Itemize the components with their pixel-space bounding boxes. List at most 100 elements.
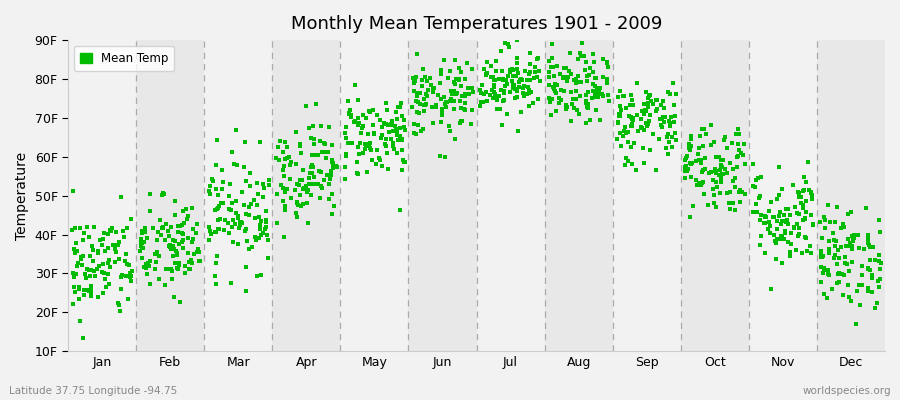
Point [487, 89, 501, 95]
Point [548, 88, 562, 94]
Point [413, 101, 428, 107]
Point [84, 283, 98, 289]
Point [395, 136, 410, 142]
Bar [544, 40, 613, 351]
Point [363, 140, 377, 146]
Point [304, 180, 319, 187]
Point [691, 145, 706, 151]
Point [814, 254, 829, 260]
Point [851, 232, 866, 239]
Point [698, 155, 713, 161]
Point [814, 248, 829, 254]
Point [140, 235, 154, 241]
Point [320, 172, 334, 178]
Point [111, 242, 125, 249]
Point [176, 208, 191, 214]
Point [685, 160, 699, 166]
Point [418, 91, 433, 97]
Point [829, 238, 843, 244]
Point [87, 268, 102, 274]
Point [696, 142, 710, 149]
Point [657, 105, 671, 111]
Point [351, 171, 365, 177]
Point [237, 164, 251, 170]
Point [572, 110, 587, 117]
Point [523, 69, 537, 75]
Point [715, 171, 729, 178]
Point [139, 261, 153, 267]
Point [458, 76, 473, 82]
Point [557, 73, 572, 80]
Point [179, 206, 194, 212]
Point [167, 212, 182, 218]
Point [846, 238, 860, 244]
Point [842, 243, 856, 249]
Point [101, 271, 115, 277]
Point [766, 214, 780, 220]
Point [203, 183, 218, 190]
Point [398, 126, 412, 133]
Point [294, 150, 309, 156]
Point [707, 200, 722, 206]
Point [96, 260, 111, 267]
Point [68, 288, 83, 295]
Point [758, 214, 772, 220]
Point [238, 177, 253, 184]
Point [300, 188, 314, 195]
Point [339, 135, 354, 141]
Point [438, 98, 453, 105]
Point [836, 221, 850, 228]
Point [822, 250, 836, 256]
Point [275, 148, 290, 155]
Point [290, 199, 304, 205]
Point [184, 260, 199, 266]
Point [814, 235, 829, 241]
Point [143, 191, 157, 198]
Point [434, 66, 448, 73]
Point [515, 77, 529, 84]
Point [453, 98, 467, 104]
Point [184, 239, 199, 246]
Point [828, 243, 842, 249]
Point [232, 221, 247, 228]
Point [509, 60, 524, 66]
Point [301, 187, 315, 193]
Point [792, 190, 806, 196]
Point [133, 248, 148, 254]
Point [223, 180, 238, 187]
Point [757, 220, 771, 226]
Point [729, 164, 743, 170]
Point [733, 187, 747, 194]
Point [67, 284, 81, 291]
Point [553, 71, 567, 78]
Point [562, 50, 577, 56]
Point [573, 78, 588, 85]
Point [554, 87, 568, 93]
Point [465, 89, 480, 95]
Point [689, 182, 704, 188]
Point [142, 263, 157, 270]
Point [715, 164, 729, 170]
Point [159, 221, 174, 227]
Point [85, 242, 99, 249]
Point [643, 147, 657, 153]
Point [362, 108, 376, 114]
Point [637, 107, 652, 113]
Point [170, 252, 184, 259]
Point [564, 89, 579, 96]
Point [714, 163, 728, 169]
Point [517, 92, 531, 99]
Point [141, 260, 156, 266]
Point [413, 128, 428, 134]
Point [117, 258, 131, 264]
Point [636, 108, 651, 114]
Point [660, 134, 674, 141]
Point [172, 260, 186, 266]
Point [669, 136, 683, 143]
Point [68, 274, 82, 280]
Point [178, 262, 193, 269]
Point [599, 79, 614, 85]
Point [91, 250, 105, 256]
Point [94, 237, 108, 243]
Point [409, 98, 423, 104]
